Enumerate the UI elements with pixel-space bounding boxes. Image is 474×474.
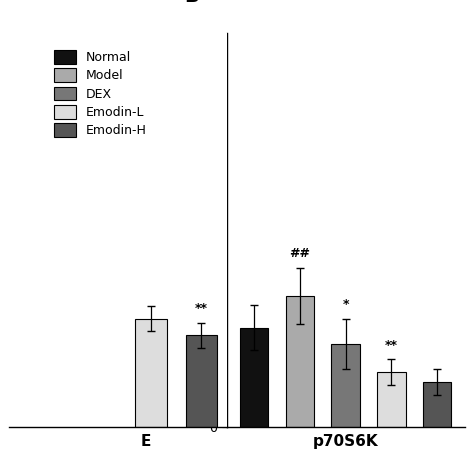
Bar [423,382,451,427]
Bar [135,319,166,427]
Bar [240,328,268,427]
Text: **: ** [195,302,208,315]
Text: ##: ## [289,247,310,260]
Bar [186,335,217,427]
Text: **: ** [385,339,398,352]
Y-axis label: Normalization mRNA levels: Normalization mRNA levels [192,150,205,310]
Bar [377,372,406,427]
Legend: Normal, Model, DEX, Emodin-L, Emodin-H: Normal, Model, DEX, Emodin-L, Emodin-H [48,45,152,143]
Text: *: * [342,298,349,311]
Bar [331,344,360,427]
Text: B: B [184,0,199,6]
Bar [286,296,314,427]
